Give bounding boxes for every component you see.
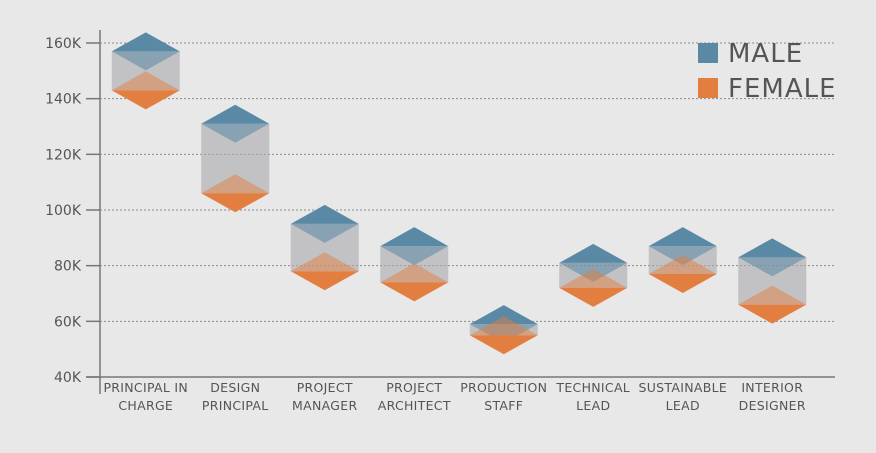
female-marker [648, 274, 717, 294]
category-label: CHARGE [118, 398, 173, 413]
y-tick-label: 140K [45, 92, 82, 108]
female-marker-shade [559, 268, 628, 288]
category-label: PROJECT [386, 380, 442, 395]
male-marker-shade [380, 246, 449, 266]
legend: MALE FEMALE [698, 39, 837, 104]
y-tick-label: 60K [54, 314, 82, 330]
category-label: SUSTAINABLE [638, 380, 727, 395]
female-marker-shade [738, 285, 807, 305]
range-marker-3 [380, 227, 449, 302]
category-label: DESIGN [210, 380, 260, 395]
y-axis: 40K 60K 80K 100K 120K 140K 160K [45, 30, 101, 394]
range-marker-1 [201, 104, 270, 213]
legend-label-male: MALE [728, 39, 803, 69]
male-marker-shade [738, 257, 807, 277]
range-marker-6 [648, 227, 717, 294]
category-label: PRINCIPAL IN [103, 380, 188, 395]
category-label: MANAGER [292, 398, 357, 413]
range-marker-7 [738, 238, 807, 324]
female-marker [559, 287, 628, 307]
female-marker [469, 335, 538, 355]
category-label: PRINCIPAL [202, 398, 269, 413]
legend-swatch-male [698, 43, 718, 63]
y-tick-label: 100K [45, 203, 82, 219]
category-label: INTERIOR [741, 380, 803, 395]
male-marker-shade [201, 123, 270, 143]
male-marker [469, 305, 538, 325]
range-marker-4 [469, 305, 538, 355]
female-marker-shade [290, 252, 359, 272]
male-marker [201, 104, 270, 124]
male-marker-shade [111, 51, 180, 71]
male-marker [559, 243, 628, 263]
female-marker-shade [111, 71, 180, 91]
category-label: DESIGNER [739, 398, 806, 413]
male-marker [648, 227, 717, 247]
legend-label-female: FEMALE [728, 74, 837, 104]
y-tick-label: 40K [54, 370, 82, 386]
male-marker [290, 204, 359, 224]
category-label: LEAD [576, 398, 610, 413]
legend-swatch-female [698, 78, 718, 98]
female-marker [738, 304, 807, 324]
female-marker [290, 271, 359, 291]
range-markers [111, 32, 807, 355]
y-tick-label: 120K [45, 147, 82, 163]
female-marker [201, 193, 270, 213]
category-label: STAFF [484, 398, 523, 413]
x-axis: PRINCIPAL IN CHARGE DESIGN PRINCIPAL PROJECT… [86, 376, 835, 413]
category-label: ARCHITECT [378, 398, 451, 413]
female-marker [111, 90, 180, 110]
category-label: PRODUCTION [460, 380, 547, 395]
female-marker-shade [380, 263, 449, 283]
male-marker [380, 227, 449, 247]
range-marker-5 [559, 243, 628, 307]
range-marker-0 [111, 32, 180, 110]
category-label: TECHNICAL [555, 380, 630, 395]
male-marker [111, 32, 180, 52]
category-label: LEAD [666, 398, 700, 413]
male-marker [738, 238, 807, 258]
female-marker-shade [201, 174, 270, 194]
female-marker-shade [469, 316, 538, 336]
range-marker-2 [290, 204, 359, 291]
female-marker [380, 282, 449, 302]
male-marker-shade [290, 223, 359, 243]
category-label: PROJECT [297, 380, 353, 395]
y-tick-label: 80K [54, 259, 82, 275]
female-marker-shade [648, 255, 717, 275]
y-tick-label: 160K [45, 36, 82, 52]
